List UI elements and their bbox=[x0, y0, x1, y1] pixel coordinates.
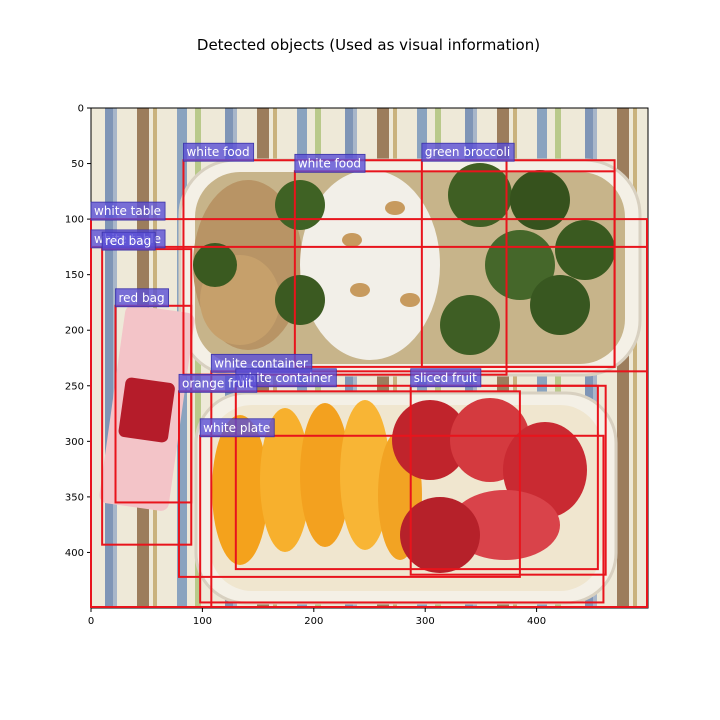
box-label-background bbox=[421, 142, 515, 162]
bounding-boxes bbox=[90, 159, 648, 609]
y-tick-label: 150 bbox=[65, 270, 84, 281]
bounding-box bbox=[199, 434, 605, 604]
y-tick-label: 100 bbox=[65, 215, 84, 226]
y-tick-label: 50 bbox=[71, 159, 84, 170]
box-label-background bbox=[115, 288, 169, 308]
box-label-background bbox=[90, 201, 166, 221]
y-tick-label: 0 bbox=[78, 104, 84, 115]
box-label-background bbox=[294, 153, 366, 173]
box-label: green broccoli bbox=[425, 145, 510, 159]
box-label-background bbox=[101, 231, 156, 251]
bounding-box bbox=[178, 390, 521, 578]
box-label: white container bbox=[239, 371, 333, 385]
bounding-box bbox=[409, 384, 607, 576]
figure-title: Detected objects (Used as visual informa… bbox=[196, 36, 541, 54]
y-tick-label: 250 bbox=[65, 381, 84, 392]
box-label: white table bbox=[94, 204, 161, 218]
y-tick-label: 200 bbox=[65, 326, 84, 337]
box-label-background bbox=[183, 142, 255, 162]
box-label: sliced fruit bbox=[414, 371, 477, 385]
box-label-background bbox=[199, 418, 275, 438]
x-tick-label: 0 bbox=[88, 616, 94, 627]
bounding-box bbox=[420, 159, 616, 368]
food-photo bbox=[91, 108, 648, 608]
box-label-background bbox=[178, 373, 258, 393]
x-tick-label: 400 bbox=[527, 616, 546, 627]
box-label: white food bbox=[186, 145, 249, 159]
box-label: white plate bbox=[203, 421, 270, 435]
y-tick-label: 300 bbox=[65, 437, 84, 448]
x-tick-label: 300 bbox=[416, 616, 435, 627]
box-label: red bag bbox=[105, 234, 151, 248]
box-label: red bag bbox=[119, 291, 165, 305]
x-tick-label: 100 bbox=[193, 616, 212, 627]
box-label: orange fruit bbox=[182, 376, 253, 390]
y-tick-label: 400 bbox=[65, 548, 84, 559]
box-label-background bbox=[410, 368, 482, 388]
box-label: white container bbox=[214, 356, 308, 370]
x-tick-label: 200 bbox=[304, 616, 323, 627]
y-tick-label: 350 bbox=[65, 492, 84, 503]
axis-ticks: 0 100 200 300 400 0 50 100 150 200 250 300 350 400 bbox=[65, 104, 546, 628]
box-labels: white food white food green broccoli white … bbox=[90, 142, 515, 438]
box-label: white food bbox=[298, 156, 361, 170]
